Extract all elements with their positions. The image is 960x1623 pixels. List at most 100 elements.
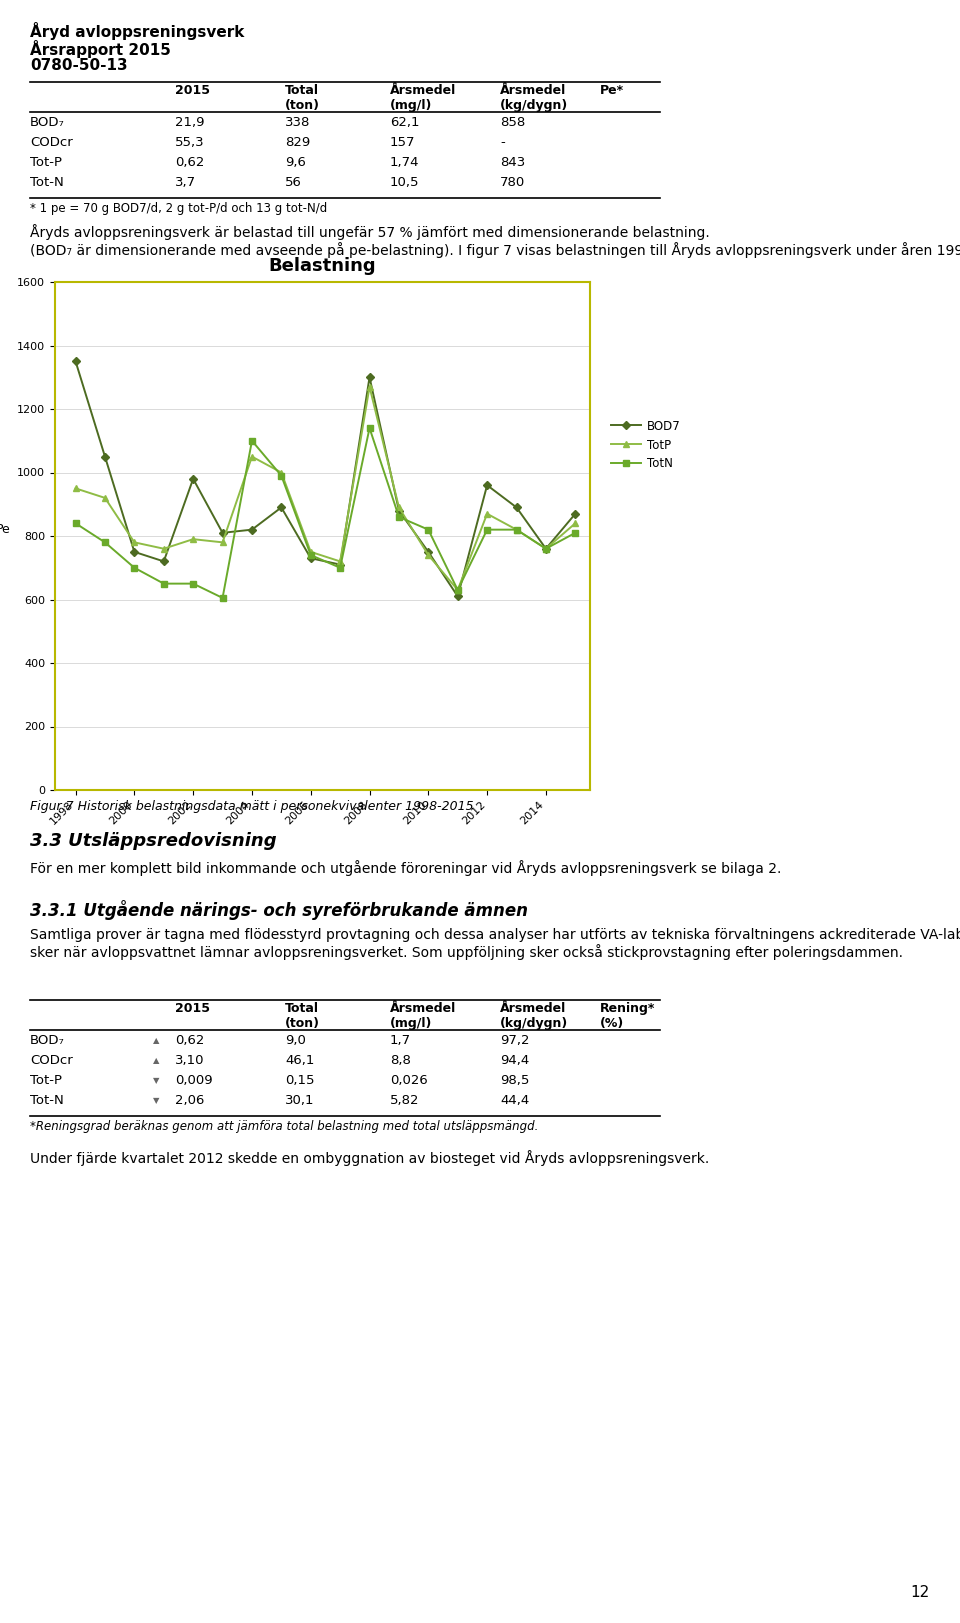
Text: 98,5: 98,5 — [500, 1074, 529, 1087]
TotP — [158, 539, 170, 558]
Text: ▲: ▲ — [153, 1057, 159, 1065]
Text: sker när avloppsvattnet lämnar avloppsreningsverket. Som uppföljning sker också : sker när avloppsvattnet lämnar avloppsre… — [30, 945, 903, 959]
Text: Under fjärde kvartalet 2012 skedde en ombyggnation av biosteget vid Åryds avlopp: Under fjärde kvartalet 2012 skedde en om… — [30, 1151, 709, 1165]
Text: CODᴄr: CODᴄr — [30, 136, 73, 149]
Text: 843: 843 — [500, 156, 525, 169]
TotN — [452, 581, 464, 601]
Text: BOD₇: BOD₇ — [30, 115, 65, 128]
TotP — [187, 529, 199, 549]
Text: Tot-P: Tot-P — [30, 1074, 62, 1087]
BOD7 — [217, 523, 228, 542]
BOD7 — [129, 542, 140, 562]
Line: TotN: TotN — [73, 425, 578, 601]
Text: Total
(ton): Total (ton) — [285, 1001, 320, 1031]
TotP — [246, 446, 257, 466]
Line: TotP: TotP — [72, 383, 579, 594]
Text: 8,8: 8,8 — [390, 1053, 411, 1066]
Text: 2015: 2015 — [175, 84, 210, 97]
Text: 21,9: 21,9 — [175, 115, 204, 128]
Text: Figur 7 Historisk belastningsdata mätt i personekvivalenter 1998-2015: Figur 7 Historisk belastningsdata mätt i… — [30, 800, 473, 813]
BOD7 — [276, 498, 287, 518]
BOD7 — [364, 367, 375, 386]
BOD7 — [70, 352, 82, 372]
Text: ▼: ▼ — [153, 1096, 159, 1105]
TotP — [99, 489, 110, 508]
Text: Åryds avloppsreningsverk är belastad till ungefär 57 % jämfört med dimensioneran: Åryds avloppsreningsverk är belastad til… — [30, 224, 709, 240]
TotP — [364, 377, 375, 396]
Text: 2015: 2015 — [175, 1001, 210, 1014]
Text: *Reningsgrad beräknas genom att jämföra total belastning med total utsläppsmängd: *Reningsgrad beräknas genom att jämföra … — [30, 1120, 539, 1133]
Text: Åryd avloppsreningsverk: Åryd avloppsreningsverk — [30, 23, 245, 41]
Text: 0,62: 0,62 — [175, 1034, 204, 1047]
Text: 3.3.1 Utgående närings- och syreförbrukande ämnen: 3.3.1 Utgående närings- och syreförbruka… — [30, 901, 528, 920]
TotN — [422, 519, 434, 539]
Text: 3.3 Utsläppsredovisning: 3.3 Utsläppsredovisning — [30, 833, 276, 850]
TotP — [276, 463, 287, 482]
TotN — [158, 575, 170, 594]
Text: (BOD₇ är dimensionerande med avseende på pe-belastning). I figur 7 visas belastn: (BOD₇ är dimensionerande med avseende på… — [30, 242, 960, 258]
Text: 55,3: 55,3 — [175, 136, 204, 149]
Legend: BOD7, TotP, TotN: BOD7, TotP, TotN — [607, 415, 685, 476]
TotN — [305, 545, 317, 565]
TotN — [334, 558, 346, 578]
Text: För en mer komplett bild inkommande och utgående föroreningar vid Åryds avloppsr: För en mer komplett bild inkommande och … — [30, 860, 781, 876]
Text: 3,7: 3,7 — [175, 175, 196, 188]
Text: 1,74: 1,74 — [390, 156, 420, 169]
TotN — [276, 466, 287, 485]
TotN — [187, 575, 199, 594]
Text: 10,5: 10,5 — [390, 175, 420, 188]
Text: Pe*: Pe* — [600, 84, 624, 97]
BOD7 — [422, 542, 434, 562]
Text: Årsmedel
(kg/dygn): Årsmedel (kg/dygn) — [500, 84, 568, 112]
TotP — [334, 552, 346, 571]
Text: Årsmedel
(mg/l): Årsmedel (mg/l) — [390, 1001, 456, 1031]
Text: CODᴄr: CODᴄr — [30, 1053, 73, 1066]
Text: 30,1: 30,1 — [285, 1094, 315, 1107]
TotN — [394, 508, 405, 527]
Text: BOD₇: BOD₇ — [30, 1034, 65, 1047]
BOD7 — [569, 505, 581, 524]
TotN — [217, 588, 228, 607]
Text: Samtliga prover är tagna med flödesstyrd provtagning och dessa analyser har utfö: Samtliga prover är tagna med flödesstyrd… — [30, 927, 960, 941]
TotN — [364, 419, 375, 438]
BOD7 — [540, 539, 552, 558]
TotN — [70, 513, 82, 532]
TotP — [452, 581, 464, 601]
Text: 3,10: 3,10 — [175, 1053, 204, 1066]
BOD7 — [334, 555, 346, 575]
TotP — [129, 532, 140, 552]
TotN — [129, 558, 140, 578]
Text: Tot-N: Tot-N — [30, 1094, 63, 1107]
Text: 0,009: 0,009 — [175, 1074, 212, 1087]
Text: Total
(ton): Total (ton) — [285, 84, 320, 112]
Line: BOD7: BOD7 — [73, 359, 578, 599]
Text: ▼: ▼ — [153, 1076, 159, 1086]
Text: 858: 858 — [500, 115, 525, 128]
BOD7 — [511, 498, 522, 518]
Text: 56: 56 — [285, 175, 301, 188]
Text: Årsrapport 2015: Årsrapport 2015 — [30, 41, 171, 58]
TotN — [569, 523, 581, 542]
TotP — [511, 519, 522, 539]
TotP — [305, 542, 317, 562]
TotP — [422, 545, 434, 565]
BOD7 — [305, 549, 317, 568]
Text: 2,06: 2,06 — [175, 1094, 204, 1107]
Title: Belastning: Belastning — [269, 256, 376, 274]
BOD7 — [187, 469, 199, 489]
Text: 94,4: 94,4 — [500, 1053, 529, 1066]
Text: 0,026: 0,026 — [390, 1074, 428, 1087]
BOD7 — [99, 446, 110, 466]
Y-axis label: Pe: Pe — [0, 523, 11, 536]
Text: Tot-N: Tot-N — [30, 175, 63, 188]
Text: 9,0: 9,0 — [285, 1034, 306, 1047]
TotP — [569, 513, 581, 532]
Text: 0,15: 0,15 — [285, 1074, 315, 1087]
Text: 97,2: 97,2 — [500, 1034, 530, 1047]
Text: 0780-50-13: 0780-50-13 — [30, 58, 128, 73]
TotN — [99, 532, 110, 552]
Text: 829: 829 — [285, 136, 310, 149]
TotP — [540, 539, 552, 558]
BOD7 — [394, 502, 405, 521]
Text: 5,82: 5,82 — [390, 1094, 420, 1107]
